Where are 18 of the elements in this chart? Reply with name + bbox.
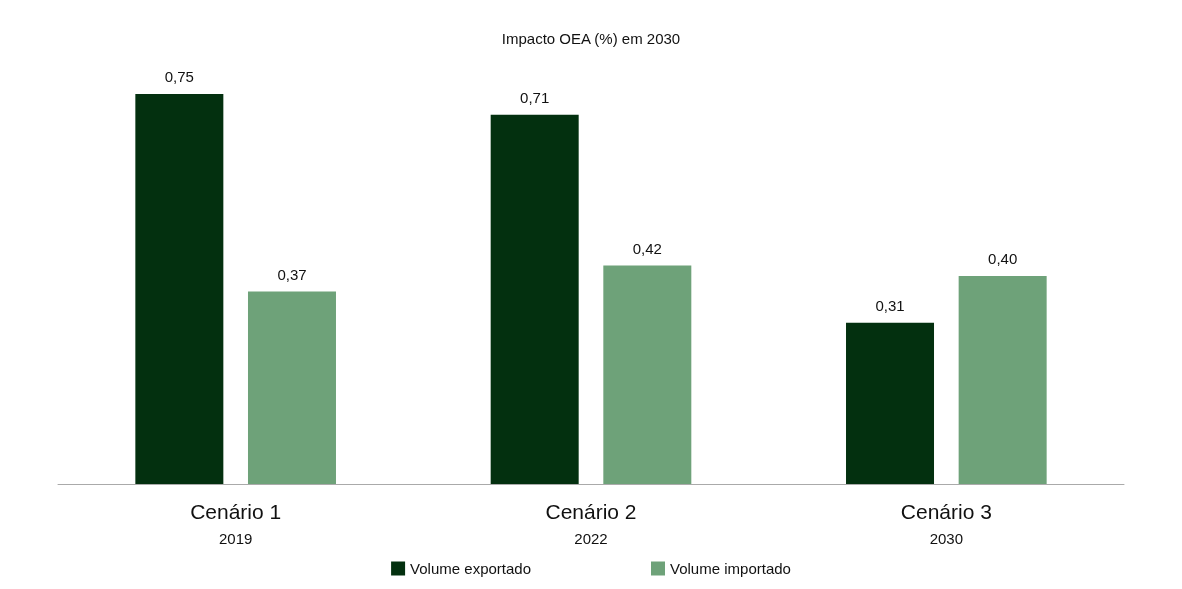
data-label: 0,42 xyxy=(632,239,662,257)
bar xyxy=(846,322,935,484)
x-tick-label: Cenário 1 2019 xyxy=(190,499,282,547)
data-label: 0,75 xyxy=(164,68,194,85)
bar xyxy=(958,276,1047,484)
chart-title: Impacto OEA (%) em 2030 xyxy=(501,30,681,47)
x-tick-label: Cenário 3 2030 xyxy=(900,499,992,547)
data-label: 0,71 xyxy=(520,88,550,106)
data-label: 0,31 xyxy=(875,296,905,314)
data-label: 0,40 xyxy=(988,250,1018,267)
bar xyxy=(490,114,579,484)
x-tick-label: Cenário 2 2022 xyxy=(545,499,637,547)
bar xyxy=(247,291,336,484)
legend-label: Volume exportado xyxy=(410,560,532,577)
legend-label: Volume importado xyxy=(670,560,791,577)
data-label: 0,37 xyxy=(277,265,307,283)
bar xyxy=(135,94,224,484)
bar xyxy=(603,265,692,484)
